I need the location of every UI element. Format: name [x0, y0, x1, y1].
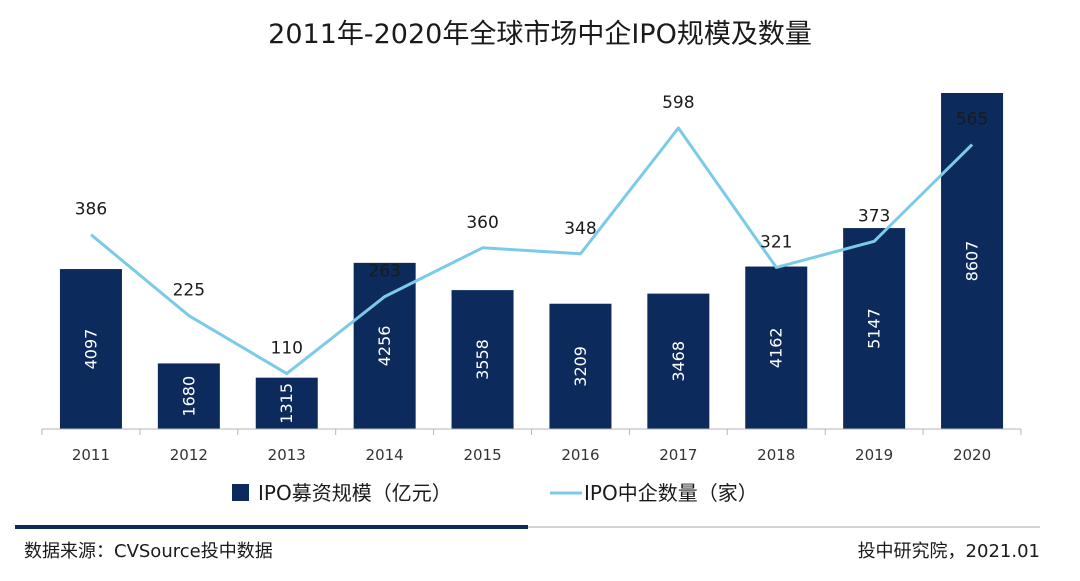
bar-2012	[157, 363, 220, 429]
bar-series: 4097 1680 1315 4256 3558 3209 3468 4162 5147 8607	[59, 93, 1004, 429]
bar-2016	[549, 303, 612, 429]
bar-2020	[941, 93, 1004, 429]
line-value-label-2020: 565	[956, 110, 988, 130]
bar-value-label-2018: 4162	[767, 327, 786, 368]
x-tick-label-2013: 2013	[268, 446, 306, 464]
chart-title: 2011年-2020年全球市场中企IPO规模及数量	[268, 19, 812, 50]
line-value-label-2013: 110	[271, 339, 303, 359]
bar-value-label-2015: 3558	[473, 339, 492, 380]
footer-divider-light	[528, 526, 1040, 528]
line-value-label-2012: 225	[173, 281, 205, 301]
x-tick-label-2015: 2015	[463, 446, 501, 464]
footer-divider-dark	[15, 525, 528, 529]
legend: IPO募资规模（亿元） IPO中企数量（家）	[232, 481, 758, 505]
x-tick-label-2018: 2018	[757, 446, 795, 464]
line-value-label-2019: 373	[858, 206, 890, 226]
bar-value-label-2012: 1680	[179, 376, 198, 417]
x-tick-label-2019: 2019	[855, 446, 893, 464]
line-series: 386 225 110 263 360 348 598 321 373 565	[75, 93, 988, 376]
line-value-label-2017: 598	[662, 93, 694, 113]
bar-2015	[451, 290, 514, 429]
line-value-label-2011: 386	[75, 200, 107, 220]
bar-2017	[647, 293, 710, 429]
x-axis-ticks: 2011 2012 2013 2014 2015 2016 2017 2018 2019 2020	[41, 429, 1022, 464]
bar-value-label-2019: 5147	[865, 308, 884, 349]
bar-value-label-2016: 3209	[571, 346, 590, 387]
bar-value-label-2017: 3468	[669, 341, 688, 382]
bar-value-label-2014: 4256	[375, 326, 394, 367]
x-tick-label-2016: 2016	[561, 446, 599, 464]
line-value-label-2018: 321	[760, 232, 792, 252]
bar-2018	[745, 266, 808, 429]
legend-bar-swatch	[232, 484, 249, 501]
legend-line-label: IPO中企数量（家）	[584, 481, 758, 505]
line-series-path	[90, 126, 974, 376]
line-value-label-2015: 360	[466, 213, 498, 233]
bar-2013	[255, 377, 318, 429]
credit-note: 投中研究院，2021.01	[858, 541, 1040, 562]
x-tick-label-2012: 2012	[170, 446, 208, 464]
bar-value-label-2011: 4097	[81, 329, 100, 370]
bar-value-label-2013: 1315	[277, 383, 296, 424]
bar-value-label-2020: 8607	[963, 241, 982, 282]
x-tick-label-2011: 2011	[72, 446, 110, 464]
x-tick-label-2017: 2017	[659, 446, 697, 464]
x-tick-label-2020: 2020	[953, 446, 991, 464]
line-value-label-2016: 348	[564, 219, 596, 239]
x-tick-label-2014: 2014	[366, 446, 404, 464]
bar-2011	[59, 269, 122, 429]
bar-2019	[843, 228, 906, 429]
bar-2014	[353, 262, 416, 429]
legend-bar-label: IPO募资规模（亿元）	[258, 481, 452, 505]
line-value-label-2014: 263	[368, 262, 400, 282]
source-note: 数据来源：CVSource投中数据	[24, 541, 273, 562]
